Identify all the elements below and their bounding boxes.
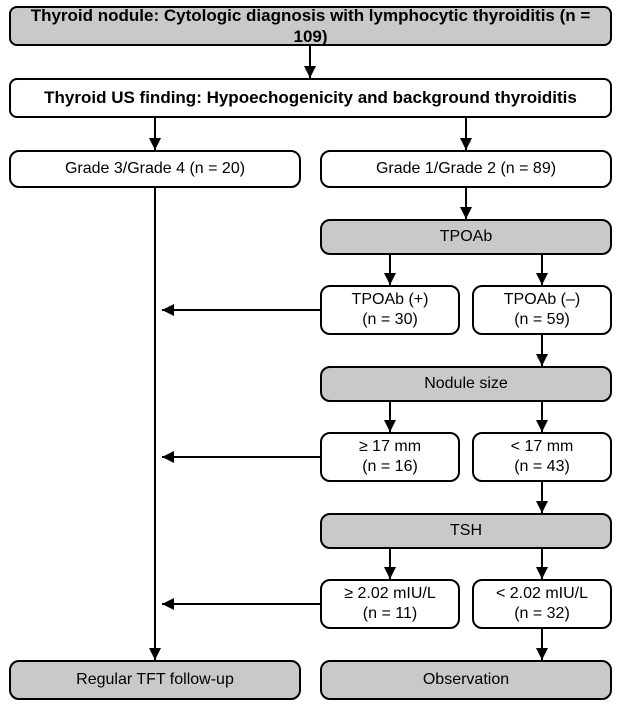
node-lt17-label: < 17 mm (n = 43) xyxy=(511,437,574,477)
node-ge202: ≥ 2.02 mIU/L (n = 11) xyxy=(320,579,460,629)
node-tpoab-label: TPOAb xyxy=(440,227,492,247)
node-tpoab_neg: TPOAb (–) (n = 59) xyxy=(472,285,612,335)
node-g12-label: Grade 1/Grade 2 (n = 89) xyxy=(376,159,556,179)
node-tpoab_neg-label: TPOAb (–) (n = 59) xyxy=(504,290,580,330)
node-g12: Grade 1/Grade 2 (n = 89) xyxy=(320,150,612,188)
node-tpoab: TPOAb xyxy=(320,219,612,255)
node-tpoab_pos: TPOAb (+) (n = 30) xyxy=(320,285,460,335)
node-ge202-label: ≥ 2.02 mIU/L (n = 11) xyxy=(344,584,435,624)
node-nodsize: Nodule size xyxy=(320,366,612,402)
node-obs: Observation xyxy=(320,660,612,700)
node-regular-label: Regular TFT follow-up xyxy=(76,670,234,690)
node-title: Thyroid nodule: Cytologic diagnosis with… xyxy=(9,6,612,46)
node-us: Thyroid US finding: Hypoechogenicity and… xyxy=(9,78,612,118)
node-g34: Grade 3/Grade 4 (n = 20) xyxy=(9,150,301,188)
flowchart-canvas: Thyroid nodule: Cytologic diagnosis with… xyxy=(0,0,621,710)
node-tsh: TSH xyxy=(320,513,612,549)
node-regular: Regular TFT follow-up xyxy=(9,660,301,700)
node-lt202: < 2.02 mIU/L (n = 32) xyxy=(472,579,612,629)
node-g34-label: Grade 3/Grade 4 (n = 20) xyxy=(65,159,245,179)
node-ge17: ≥ 17 mm (n = 16) xyxy=(320,432,460,482)
node-nodsize-label: Nodule size xyxy=(424,374,508,394)
node-lt202-label: < 2.02 mIU/L (n = 32) xyxy=(496,584,588,624)
node-tpoab_pos-label: TPOAb (+) (n = 30) xyxy=(352,290,429,330)
node-tsh-label: TSH xyxy=(450,521,482,541)
node-ge17-label: ≥ 17 mm (n = 16) xyxy=(359,437,421,477)
node-title-label: Thyroid nodule: Cytologic diagnosis with… xyxy=(21,5,600,48)
node-us-label: Thyroid US finding: Hypoechogenicity and… xyxy=(44,87,577,108)
node-lt17: < 17 mm (n = 43) xyxy=(472,432,612,482)
node-obs-label: Observation xyxy=(423,670,509,690)
